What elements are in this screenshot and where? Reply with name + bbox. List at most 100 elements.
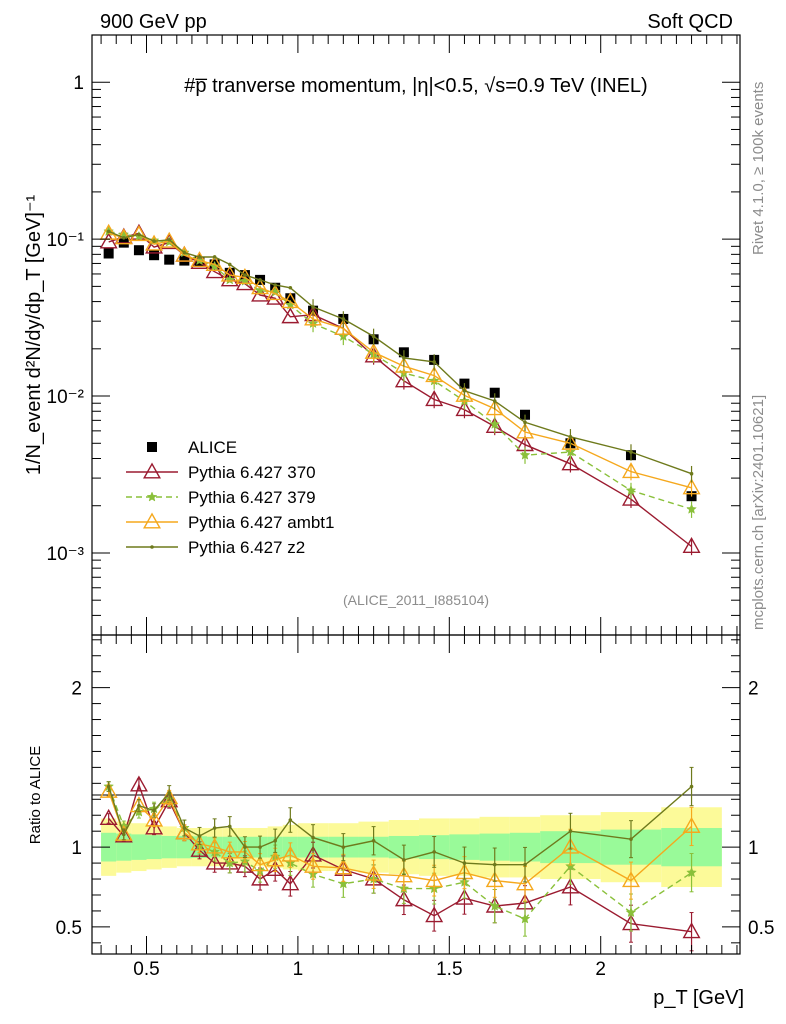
y-tick-label: 10⁻³	[47, 544, 85, 565]
ratio-point	[129, 775, 148, 792]
ratio-y-tick-label-left: 1	[71, 838, 82, 859]
data-point	[227, 262, 232, 267]
ratio-point	[492, 862, 497, 867]
ratio-point	[152, 808, 156, 813]
data-point	[402, 356, 406, 360]
ratio-panel: 0.5 0.5 1 1 2 2 0.5 1 1.5 2	[56, 634, 774, 980]
data-point	[281, 307, 300, 324]
plot-title: #p̅ tranverse momentum, |η|<0.5, √s=0.9 …	[184, 75, 647, 97]
y-axis-label-ratio: Ratio to ALICE	[27, 746, 44, 844]
ratio-point	[145, 810, 164, 827]
analysis-id: (ALICE_2011_I885104)	[343, 592, 489, 608]
ratio-line	[108, 782, 692, 933]
data-point	[489, 387, 500, 398]
ratio-point	[114, 826, 133, 843]
ratio-point	[281, 845, 300, 862]
uncertainty-band-inner	[131, 834, 147, 860]
legend-marker	[150, 545, 154, 549]
ratio-point	[99, 781, 118, 798]
ratio-point	[516, 874, 535, 891]
ratio-point	[190, 834, 209, 851]
ratio-point	[364, 864, 383, 881]
data-point	[485, 399, 504, 416]
y-tick-label: 1	[73, 73, 84, 94]
uncertainty-band-inner	[176, 835, 192, 859]
data-point	[258, 278, 262, 282]
ratio-point	[99, 808, 118, 825]
ratio-point	[523, 862, 527, 867]
ratio-point	[686, 867, 697, 878]
data-point	[432, 360, 436, 364]
data-point	[394, 356, 413, 373]
legend-label: ALICE	[188, 438, 237, 457]
data-point	[133, 245, 144, 256]
data-point	[145, 234, 164, 251]
ratio-point	[689, 784, 694, 789]
ratio-point	[432, 850, 436, 854]
data-point	[682, 536, 701, 554]
ratio-point	[251, 869, 270, 886]
ratio-y-tick-label-right: 1	[748, 838, 759, 859]
ratio-point	[455, 888, 474, 905]
ratio-point	[224, 857, 236, 868]
uncertainty-band-inner	[161, 835, 177, 859]
mcplots-credit-label: mcplots.cern.ch [arXiv:2401.10621]	[750, 395, 767, 630]
data-point	[621, 462, 640, 479]
data-point	[99, 232, 118, 249]
data-point	[220, 265, 239, 282]
ratio-point	[273, 838, 277, 843]
data-point	[519, 449, 531, 460]
data-point	[489, 418, 501, 429]
data-point	[285, 293, 296, 304]
x-tick-label: 1.5	[436, 959, 462, 980]
ratio-y-tick-label-right: 0.5	[748, 918, 774, 939]
ratio-point	[425, 871, 444, 888]
ratio-point	[682, 816, 701, 833]
data-point	[371, 334, 376, 339]
ratio-point	[266, 859, 285, 877]
y-tick-label: 10⁻²	[47, 387, 85, 408]
data-point	[341, 317, 346, 321]
data-point	[455, 385, 474, 402]
data-point	[164, 254, 175, 265]
ratio-point	[568, 829, 573, 833]
series-alice	[103, 237, 697, 502]
ratio-point	[341, 845, 346, 849]
data-point	[281, 292, 300, 309]
ratio-frame	[91, 634, 741, 955]
ratio-point	[212, 826, 217, 830]
ratio-point	[682, 922, 701, 939]
legend: ALICE Pythia 6.427 370 Pythia 6.427 379 Pyt…	[126, 438, 334, 557]
ratio-point	[304, 856, 323, 873]
data-point	[334, 318, 353, 335]
ratio-point	[205, 853, 224, 870]
series-line	[108, 230, 692, 475]
legend-marker	[147, 442, 157, 452]
legend-label: Pythia 6.427 379	[188, 488, 316, 507]
ratio-point	[425, 906, 444, 923]
data-point	[224, 274, 236, 285]
data-point	[492, 399, 497, 403]
y-axis-label-main: 1/N_event d²N/dy/dp_T [GeV]⁻¹	[23, 195, 45, 476]
data-point	[121, 235, 126, 240]
ratio-point	[121, 832, 126, 837]
data-point	[621, 489, 640, 506]
data-point	[686, 503, 697, 514]
ratio-y-tick-label-left: 0.5	[56, 918, 82, 939]
data-point	[561, 454, 580, 471]
data-point	[243, 273, 247, 277]
legend-marker	[146, 491, 158, 502]
data-point	[106, 229, 111, 234]
ratio-point	[629, 837, 633, 841]
data-point	[394, 371, 413, 388]
ratio-point	[519, 913, 531, 924]
ratio-point	[489, 900, 501, 911]
data-point	[209, 260, 221, 272]
x-axis-label: p_T [GeV]	[653, 987, 744, 1009]
data-point	[212, 255, 217, 259]
ratio-point	[485, 871, 504, 888]
header-left: 900 GeV pp	[100, 11, 207, 33]
rivet-version-label: Rivet 4.1.0, ≥ 100k events	[750, 82, 767, 255]
x-tick-label: 1	[293, 959, 304, 980]
data-point	[462, 389, 467, 393]
